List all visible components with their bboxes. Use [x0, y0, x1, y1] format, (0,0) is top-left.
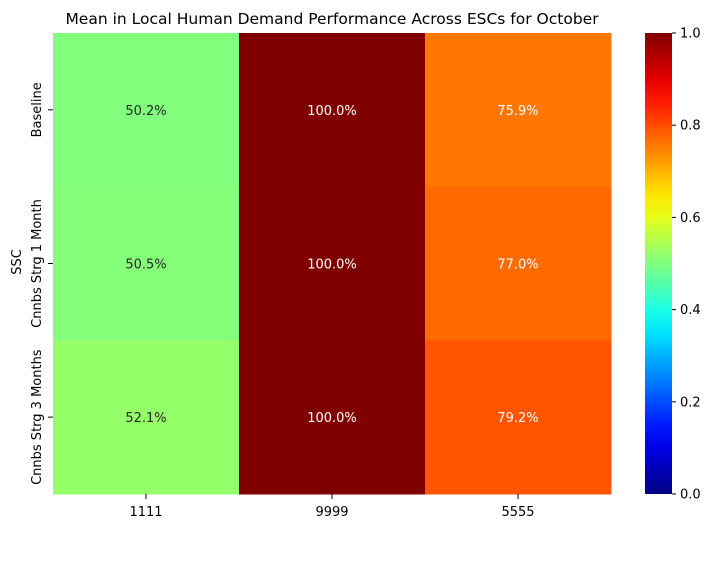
cell-value-label: 77.0% — [497, 258, 538, 273]
colorbar-tick-label: 0.6 — [680, 211, 701, 226]
colorbar-tick-label: 1.0 — [680, 27, 701, 42]
cell-value-label: 100.0% — [307, 411, 357, 426]
heatmap-cell — [425, 186, 612, 341]
y-axis-label: SSC — [10, 249, 25, 275]
cell-value-label: 52.1% — [125, 411, 166, 426]
colorbar-tick-label: 0.2 — [680, 395, 701, 410]
y-tick-label: Baseline — [30, 82, 45, 137]
colorbar-tick-label: 0.8 — [680, 119, 701, 134]
colorbar-ticks: 0.0 0.2 0.4 0.6 0.8 1.0 — [672, 27, 701, 503]
heatmap-cell — [53, 186, 240, 341]
y-tick-label: Cnnbs Strg 3 Months — [30, 349, 45, 485]
cell-value-labels: 50.2% 100.0% 75.9% 50.5% 100.0% 77.0% 52.1% 100… — [125, 104, 538, 426]
heatmap-cell — [53, 33, 240, 188]
heatmap-cell — [53, 340, 240, 495]
heatmap-cell — [239, 340, 426, 495]
colorbar — [645, 33, 672, 494]
x-tick-label: 1111 — [129, 505, 162, 520]
cell-value-label: 50.2% — [125, 104, 166, 119]
y-axis: Baseline Cnnbs Strg 1 Month Cnnbs Strg 3 M… — [30, 82, 53, 485]
cell-value-label: 75.9% — [497, 104, 538, 119]
cell-value-label: 50.5% — [125, 258, 166, 273]
colorbar-tick-label: 0.4 — [680, 303, 701, 318]
x-axis: 1111 9999 5555 — [129, 494, 535, 520]
cell-value-label: 100.0% — [307, 104, 357, 119]
heatmap-cell — [425, 33, 612, 188]
x-tick-label: 9999 — [315, 505, 348, 520]
cell-value-label: 100.0% — [307, 258, 357, 273]
colorbar-tick-label: 0.0 — [680, 488, 701, 503]
heatmap-cells — [53, 33, 612, 495]
chart-title: Mean in Local Human Demand Performance A… — [65, 10, 599, 28]
x-tick-label: 5555 — [501, 505, 534, 520]
heatmap-cell — [239, 186, 426, 341]
cell-value-label: 79.2% — [497, 411, 538, 426]
heatmap-cell — [425, 340, 612, 495]
heatmap-cell — [239, 33, 426, 188]
y-tick-label: Cnnbs Strg 1 Month — [30, 199, 45, 328]
